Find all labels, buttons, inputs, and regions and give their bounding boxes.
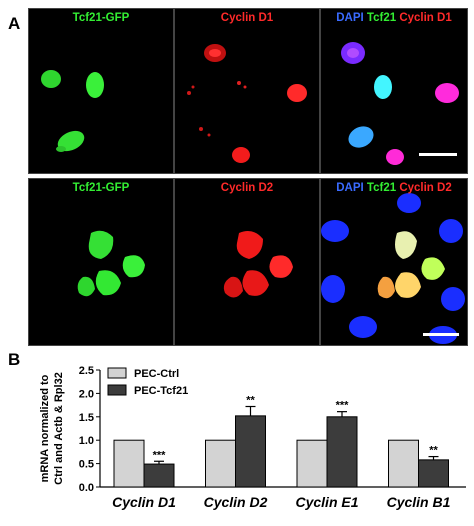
label-row1-col1: Tcf21-GFP (29, 12, 173, 24)
significance-label: ** (246, 395, 255, 407)
bar-tcf21 (143, 463, 175, 488)
bar-ctrl (296, 439, 328, 488)
image-tcf21-gfp-row1: Tcf21-GFP (28, 8, 174, 174)
x-tick-label: Cyclin D1 (112, 494, 176, 510)
x-tick-label: Cyclin B1 (387, 494, 451, 510)
y-tick-label: 1.5 (79, 412, 94, 424)
label-row1-col2: Cyclin D1 (175, 12, 319, 24)
significance-label: ** (429, 445, 438, 457)
micrograph-grid: Tcf21-GFP Cyclin D1 DAPI Tcf21 Cyclin D1 (28, 8, 468, 346)
image-cyclin-d2: Cyclin D2 (174, 178, 320, 346)
y-tick-label: 2.0 (79, 388, 94, 400)
cells-green-row1 (41, 70, 104, 152)
y-tick-label: 0.5 (79, 459, 94, 471)
cells-green-row2 (77, 230, 145, 297)
scale-bar-row2 (423, 333, 459, 336)
bar-tcf21 (418, 459, 449, 488)
image-merge-row1: DAPI Tcf21 Cyclin D1 (320, 8, 468, 174)
label-part: Tcf21-GFP (72, 12, 130, 24)
label-row2-col2: Cyclin D2 (175, 182, 319, 194)
label-part: Cyclin D1 (220, 12, 274, 24)
image-merge-row2: DAPI Tcf21 Cyclin D2 (320, 178, 468, 346)
cells-merge-row2 (321, 193, 465, 344)
panel-b-letter: B (8, 350, 21, 369)
label-part: DAPI (336, 12, 364, 24)
label-row2-col1: Tcf21-GFP (29, 182, 173, 194)
image-tcf21-gfp-row2: Tcf21-GFP (28, 178, 174, 346)
cells-red-d1 (187, 44, 307, 163)
label-part: Tcf21-GFP (72, 182, 130, 194)
bar-ctrl (388, 439, 419, 488)
label-part: Tcf21 (363, 12, 397, 24)
significance-label: *** (336, 400, 350, 412)
label-part: Tcf21 (363, 182, 397, 194)
significance-label: *** (153, 449, 167, 461)
y-axis-label-line: mRNA normalized to (39, 374, 51, 482)
cells-merge-row1 (341, 42, 459, 165)
label-part: Cyclin D2 (396, 182, 452, 194)
scale-bar-row1 (419, 153, 457, 156)
x-tick-label: Cyclin D2 (204, 494, 268, 510)
bar-chart: 0.0 0.5 1.0 1.5 2.0 2.5 mRNA normalized to Ctrl… (39, 365, 466, 510)
label-row1-col3: DAPI Tcf21 Cyclin D1 (321, 12, 467, 24)
panel-a-letter: A (8, 14, 21, 33)
label-part: Cyclin D1 (396, 12, 452, 24)
legend-swatch (107, 384, 127, 396)
image-cyclin-d1: Cyclin D1 (174, 8, 320, 174)
bar-tcf21 (235, 415, 266, 488)
bar-ctrl (205, 439, 236, 488)
y-tick-label: 0.0 (79, 482, 94, 494)
label-row2-col3: DAPI Tcf21 Cyclin D2 (321, 182, 467, 194)
y-axis-label-line: Ctrl and Actb & Rpl32 (53, 372, 65, 485)
bar-tcf21 (326, 416, 358, 488)
y-tick-label: 1.0 (79, 435, 94, 447)
x-tick-label: Cyclin E1 (295, 494, 358, 510)
bar-ctrl (113, 439, 145, 488)
legend-label: PEC-Tcf21 (134, 385, 188, 397)
cells-red-d2 (223, 231, 293, 298)
legend-swatch (107, 367, 127, 379)
label-part: Cyclin D2 (220, 182, 274, 194)
y-tick-label: 2.5 (79, 365, 94, 377)
legend-label: PEC-Ctrl (134, 368, 179, 380)
label-part: DAPI (336, 182, 364, 194)
